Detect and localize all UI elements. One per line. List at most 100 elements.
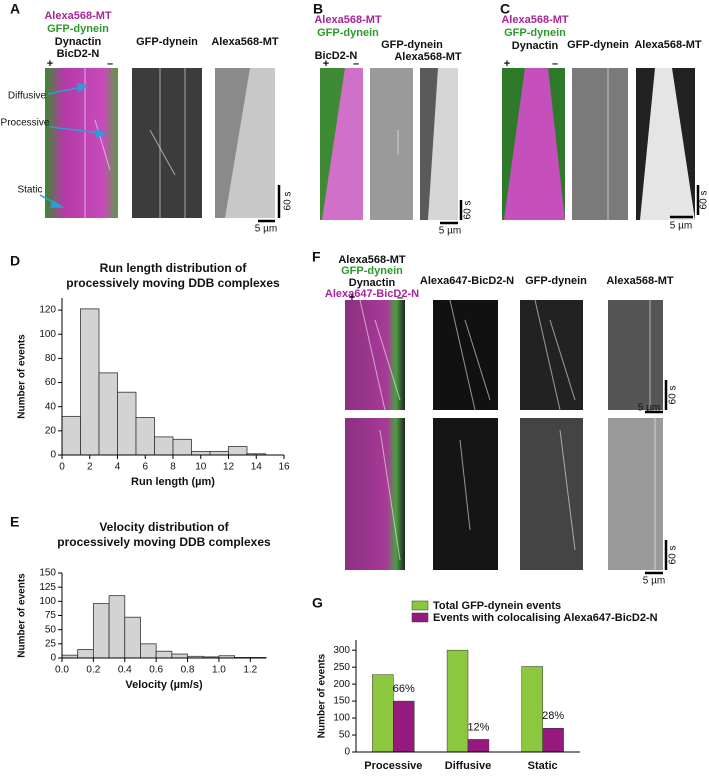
minus: – (107, 58, 113, 70)
panel-b: Alexa568-MT GFP-dynein BicD2-N + – GFP-d… (314, 14, 473, 237)
bar (521, 666, 543, 753)
bar (542, 727, 564, 753)
bar (446, 649, 469, 753)
label: Alexa647-BicD2-N (325, 288, 419, 300)
x-tick-label: 0 (59, 462, 65, 473)
x-tick-label: 0.2 (86, 665, 100, 676)
label: GFP-dynein (567, 39, 629, 51)
kymograph (370, 68, 413, 220)
y-tick-label: 120 (39, 305, 56, 316)
bar-annotation: 28% (542, 710, 564, 722)
label: Alexa647-BicD2-N (420, 275, 514, 287)
bar (228, 446, 248, 456)
x-axis-label: Run length (µm) (131, 476, 215, 488)
scale-label: 60 s (283, 192, 294, 211)
panel-f: Alexa568-MT GFP-dynein Dynactin Alexa647… (325, 254, 679, 587)
panel-letter: E (10, 514, 19, 530)
bar (80, 308, 100, 456)
annotation: Processive (1, 118, 50, 129)
bar (155, 650, 173, 659)
bar (191, 450, 211, 456)
bar (77, 649, 94, 659)
x-tick-label: 0.4 (118, 665, 132, 676)
plus: + (47, 58, 53, 70)
x-tick-label: 1.0 (212, 665, 226, 676)
y-tick-label: 0 (344, 747, 350, 758)
y-tick-label: 100 (333, 713, 350, 724)
chart-title: Velocity distribution of (99, 520, 229, 534)
y-tick-label: 40 (45, 401, 57, 412)
legend-swatch (411, 600, 429, 611)
x-tick-label: 16 (278, 462, 290, 473)
panel-letter: A (10, 1, 20, 17)
kymograph (608, 300, 663, 410)
label: Alexa568-MT (606, 275, 674, 287)
shade (322, 68, 363, 220)
tracks (359, 299, 656, 570)
kymograph (132, 68, 202, 218)
bar (372, 674, 394, 753)
legend-label: Total GFP-dynein events (433, 600, 561, 612)
y-tick-label: 50 (339, 730, 351, 741)
legend-label: Events with colocalising Alexa647-BicD2-… (433, 612, 658, 624)
label: Alexa568-MT (394, 51, 462, 63)
bar (124, 616, 141, 659)
bar-annotation: 66% (393, 683, 415, 695)
y-tick-label: 300 (333, 645, 350, 656)
x-tick-label: Static (528, 760, 558, 772)
x-tick-label: 0.6 (149, 665, 163, 676)
label: GFP-dynein (47, 23, 109, 35)
y-tick-label: 250 (333, 662, 350, 673)
x-axis-label: Velocity (µm/s) (125, 679, 203, 691)
minus: – (552, 58, 558, 70)
x-tick-label: 8 (170, 462, 176, 473)
label: GFP-dynein (525, 275, 587, 287)
bar-annotation: 12% (467, 721, 489, 733)
shade (225, 68, 275, 218)
x-tick-label: 10 (195, 462, 207, 473)
label: Alexa568-MT (314, 14, 382, 26)
x-tick-label: 12 (223, 462, 235, 473)
bar (98, 372, 118, 456)
scale-label: 60 s (699, 191, 709, 210)
plus: + (349, 292, 355, 304)
scale-label: 60 s (668, 546, 679, 565)
y-tick-label: 0 (50, 450, 56, 461)
kymograph (345, 418, 405, 570)
annotation: Static (17, 185, 42, 196)
bar (92, 603, 110, 659)
bar (140, 643, 157, 659)
y-tick-label: 75 (45, 610, 57, 621)
y-tick-label: 50 (45, 624, 57, 635)
y-tick-label: 125 (39, 582, 56, 593)
bar (135, 417, 155, 456)
bar (117, 391, 137, 456)
chart-title: processively moving DDB complexes (57, 535, 271, 549)
y-axis-label: Number of events (17, 334, 28, 419)
panel-letter: F (312, 249, 321, 265)
y-axis-label: Number of events (317, 653, 328, 738)
track (149, 129, 176, 176)
bar (108, 595, 126, 659)
annotation: Diffusive (8, 91, 47, 102)
kymograph (608, 418, 663, 570)
y-tick-label: 200 (333, 679, 350, 690)
arrows (39, 83, 107, 208)
scale-label: 60 s (668, 386, 679, 405)
kymograph (520, 300, 583, 410)
scale-label: 5 µm (638, 403, 660, 414)
panel-a: Alexa568-MT GFP-dynein Dynactin BicD2-N … (1, 10, 294, 235)
x-tick-label: 4 (115, 462, 121, 473)
kymograph (45, 68, 118, 218)
panel-letter: G (312, 595, 323, 611)
panel-letter: B (313, 1, 323, 17)
label: GFP-dynein (317, 27, 379, 39)
x-tick-label: Processive (364, 760, 422, 772)
label: Alexa568-MT (211, 36, 279, 48)
shade (640, 68, 695, 220)
bar (209, 450, 229, 456)
minus: – (397, 292, 403, 304)
x-tick-label: Diffusive (445, 760, 491, 772)
y-tick-label: 150 (39, 568, 56, 579)
y-tick-label: 25 (45, 638, 57, 649)
